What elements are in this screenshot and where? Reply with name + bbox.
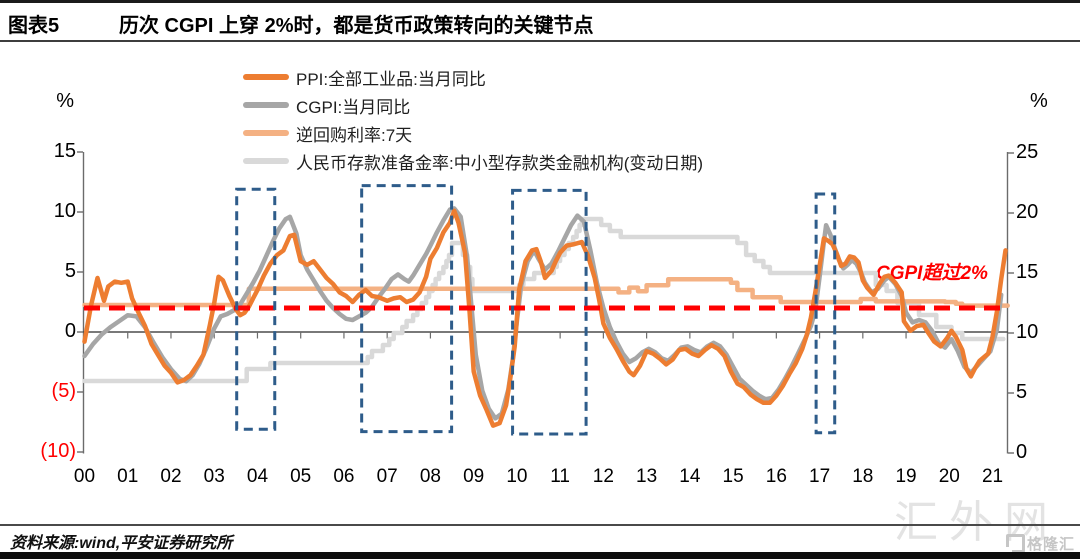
title-underline — [0, 40, 1080, 42]
x-axis-label-20: 20 — [938, 466, 960, 487]
left-axis-label-10: 10 — [53, 200, 76, 222]
series-line-reverse_repo — [82, 276, 1010, 308]
x-axis-label-14: 14 — [679, 466, 701, 487]
right-axis-label-25: 25 — [1016, 141, 1039, 163]
x-axis-label-19: 19 — [895, 466, 917, 487]
left-axis-label--5: (5) — [51, 380, 76, 402]
footer-divider-line — [0, 524, 1080, 526]
x-axis-label-07: 07 — [376, 466, 398, 487]
x-axis-label-03: 03 — [203, 466, 225, 487]
series-line-ppi — [82, 208, 1008, 428]
series-lines — [82, 206, 1010, 428]
highlight-box-3 — [511, 188, 588, 436]
cgpi-threshold-annotation: CGPI超过2% — [876, 263, 988, 284]
gelonghui-logo-icon — [1006, 534, 1025, 553]
legend-label-cgpi: CGPI:当月同比 — [296, 97, 411, 117]
left-axis-label-15: 15 — [53, 140, 76, 162]
top-border-bar — [0, 0, 1080, 3]
x-axis-label-18: 18 — [852, 466, 874, 487]
x-axis-label-00: 00 — [73, 466, 96, 487]
x-axis-label-09: 09 — [463, 466, 485, 487]
left-axis-unit: % — [56, 90, 74, 112]
legend-swatch-rrr — [243, 158, 289, 164]
legend-label-reverse_repo: 逆回购利率:7天 — [296, 125, 413, 145]
x-axis-label-13: 13 — [636, 466, 658, 487]
gelonghui-logo: 格隆汇 — [1006, 533, 1075, 554]
right-axis-label-5: 5 — [1016, 381, 1028, 403]
x-axis-label-11: 11 — [550, 466, 570, 487]
right-axis-unit: % — [1030, 90, 1048, 112]
right-axis-label-0: 0 — [1016, 441, 1028, 463]
x-axis-label-02: 02 — [160, 466, 182, 487]
highlight-box-2 — [360, 184, 454, 434]
legend-item-reverse_repo: 逆回购利率:7天 — [243, 119, 703, 147]
legend-swatch-reverse_repo — [243, 130, 289, 136]
legend-item-cgpi: CGPI:当月同比 — [243, 91, 703, 119]
legend-swatch-cgpi — [243, 102, 289, 108]
x-axis-label-05: 05 — [290, 466, 312, 487]
x-axis-label-15: 15 — [722, 466, 744, 487]
right-axis-label-15: 15 — [1016, 261, 1039, 283]
x-axis-label-21: 21 — [981, 466, 1004, 487]
legend-item-ppi: PPI:全部工业品:当月同比 — [243, 63, 703, 91]
axis-ticks — [77, 151, 1014, 454]
gelonghui-logo-text: 格隆汇 — [1027, 536, 1076, 553]
reference-and-boxes — [84, 184, 1006, 436]
data-source-note: 资料来源:wind,平安证券研究所 — [10, 535, 233, 552]
legend-label-ppi: PPI:全部工业品:当月同比 — [296, 69, 486, 89]
x-axis-label-17: 17 — [809, 466, 831, 487]
legend-item-rrr: 人民币存款准备金率:中小型存款类金融机构(变动日期) — [243, 147, 703, 175]
x-axis-label-06: 06 — [333, 466, 355, 487]
x-axis-label-04: 04 — [246, 466, 269, 487]
left-axis-label-0: 0 — [64, 320, 76, 342]
right-axis-label-10: 10 — [1016, 321, 1039, 343]
right-axis-label-20: 20 — [1016, 201, 1039, 223]
left-axis-label--10: (10) — [40, 440, 76, 462]
left-axis-label-5: 5 — [64, 260, 76, 282]
highlight-box-4 — [814, 192, 837, 435]
legend: PPI:全部工业品:当月同比 CGPI:当月同比 逆回购利率:7天人民币存款准备金率… — [243, 63, 703, 175]
x-axis-label-16: 16 — [765, 466, 787, 487]
series-line-cgpi — [82, 206, 1004, 421]
legend-swatch-ppi — [243, 74, 289, 80]
highlight-box-1 — [235, 187, 277, 431]
page-title: 历次 CGPI 上穿 2%时，都是货币政策转向的关键节点 — [119, 15, 594, 37]
x-axis-label-10: 10 — [506, 466, 528, 487]
x-axis-label-08: 08 — [419, 466, 441, 487]
bottom-border-bar — [0, 552, 1080, 559]
x-axis-label-01: 01 — [117, 466, 139, 487]
legend-label-rrr: 人民币存款准备金率:中小型存款类金融机构(变动日期) — [296, 153, 704, 173]
x-axis-label-12: 12 — [592, 466, 614, 487]
figure-tag: 图表5 — [8, 15, 60, 37]
